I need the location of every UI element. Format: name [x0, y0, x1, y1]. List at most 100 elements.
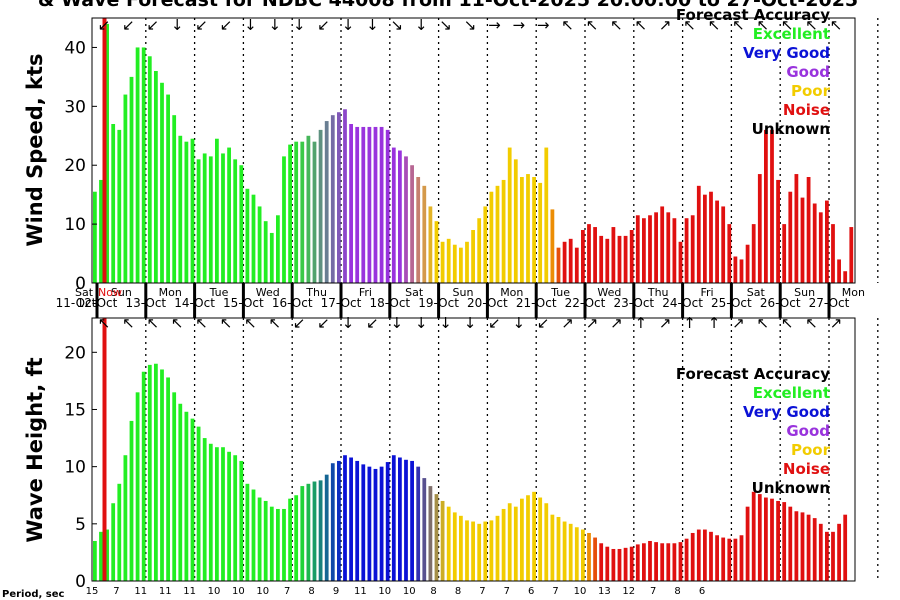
direction-arrow: ↖	[171, 314, 184, 332]
bar	[251, 194, 256, 283]
bar	[373, 126, 378, 283]
bar	[764, 497, 768, 581]
y-tick-label: 20	[64, 156, 86, 176]
direction-arrow: ↘	[464, 16, 477, 34]
legend-title: Forecast Accuracy	[676, 6, 830, 24]
bar	[837, 259, 841, 283]
bar	[709, 191, 713, 283]
bar	[385, 129, 390, 283]
bar	[141, 371, 146, 581]
bar	[379, 126, 384, 283]
bar	[105, 529, 109, 581]
bar	[282, 156, 286, 283]
bar	[776, 179, 780, 283]
bar	[715, 535, 719, 581]
bar	[208, 156, 213, 283]
bar	[739, 535, 744, 581]
y-tick-label: 5	[75, 515, 86, 535]
period-tick: 9	[333, 586, 339, 597]
direction-arrow: ↑	[683, 314, 696, 332]
period-tick: 7	[650, 586, 656, 597]
period-tick: 10	[378, 586, 391, 597]
bar	[391, 455, 396, 581]
direction-arrow: →	[513, 16, 526, 34]
bar	[556, 247, 561, 283]
wind-y-axis-label: Wind Speed, kts	[23, 53, 47, 246]
bar	[361, 464, 366, 581]
bar	[465, 241, 469, 283]
bar	[642, 218, 646, 283]
legend-entry: Good	[786, 63, 830, 81]
direction-arrow: ↖	[757, 314, 770, 332]
date-label: 11-Oct	[56, 296, 97, 310]
bar	[245, 188, 250, 283]
y-tick-label: 10	[64, 458, 86, 478]
legend-entry: Very Good	[743, 403, 830, 421]
period-tick: 8	[430, 586, 436, 597]
bar	[300, 141, 305, 283]
bar	[398, 457, 402, 581]
direction-arrow: ↖	[147, 314, 160, 332]
day-label: Mon	[842, 286, 865, 299]
period-tick: 12	[622, 586, 635, 597]
date-label: 14-Oct	[174, 296, 215, 310]
legend-entry: Unknown	[752, 120, 830, 138]
bar	[465, 520, 469, 581]
direction-arrow: ↗	[659, 16, 672, 34]
direction-arrow: ↖	[805, 16, 818, 34]
bar	[703, 194, 707, 283]
bar	[623, 235, 628, 283]
bar	[806, 514, 811, 581]
bar	[635, 544, 640, 581]
direction-arrow: ↙	[537, 314, 550, 332]
period-tick: 8	[455, 586, 461, 597]
legend-title: Forecast Accuracy	[676, 365, 830, 383]
direction-arrow: ↓	[293, 16, 306, 34]
direction-arrow: ↖	[781, 16, 794, 34]
direction-arrow: ↖	[781, 314, 794, 332]
bar	[221, 153, 225, 283]
bar	[227, 147, 231, 283]
period-tick: 7	[113, 586, 119, 597]
day-label: Sat	[405, 286, 424, 299]
bar	[581, 230, 585, 283]
date-label: 19-Oct	[418, 296, 459, 310]
bar	[349, 124, 353, 283]
bar	[526, 495, 530, 581]
direction-arrow: ↓	[342, 314, 355, 332]
direction-arrow: ↖	[708, 16, 721, 34]
bar	[495, 515, 500, 581]
bar	[684, 218, 689, 283]
period-tick: 7	[552, 586, 558, 597]
bar	[568, 523, 573, 581]
period-ticks: 15 7 11 11 11 10 10 10 7 8 9 11 10 10 8 8 7 7 6 7 10 13 12 7 8 6	[86, 586, 706, 597]
day-label: Thu	[305, 286, 327, 299]
direction-arrow: ↖	[561, 16, 574, 34]
bar	[160, 82, 164, 283]
wind-bars	[93, 18, 854, 283]
direction-arrow: ↓	[269, 16, 282, 34]
bar	[294, 141, 299, 283]
bar	[611, 227, 616, 283]
y-tick-label: 40	[64, 38, 86, 58]
bar	[648, 540, 652, 581]
direction-arrow: ↘	[439, 16, 452, 34]
y-tick-label: 0	[75, 274, 86, 294]
bar	[520, 177, 524, 283]
bar	[831, 224, 835, 283]
legend-entry: Excellent	[753, 25, 830, 43]
direction-arrow: →	[488, 16, 501, 34]
day-label: Fri	[359, 286, 372, 299]
day-label: Wed	[256, 286, 280, 299]
bar	[727, 538, 732, 581]
direction-arrow: ↙	[122, 16, 135, 34]
bar	[513, 506, 518, 581]
legend-entry: Poor	[791, 441, 831, 459]
bar	[330, 463, 335, 581]
bar	[788, 506, 793, 581]
bar	[129, 420, 134, 581]
date-label: 16-Oct	[272, 296, 313, 310]
bar	[178, 135, 183, 283]
bar	[751, 491, 756, 581]
period-tick: 6	[528, 586, 534, 597]
